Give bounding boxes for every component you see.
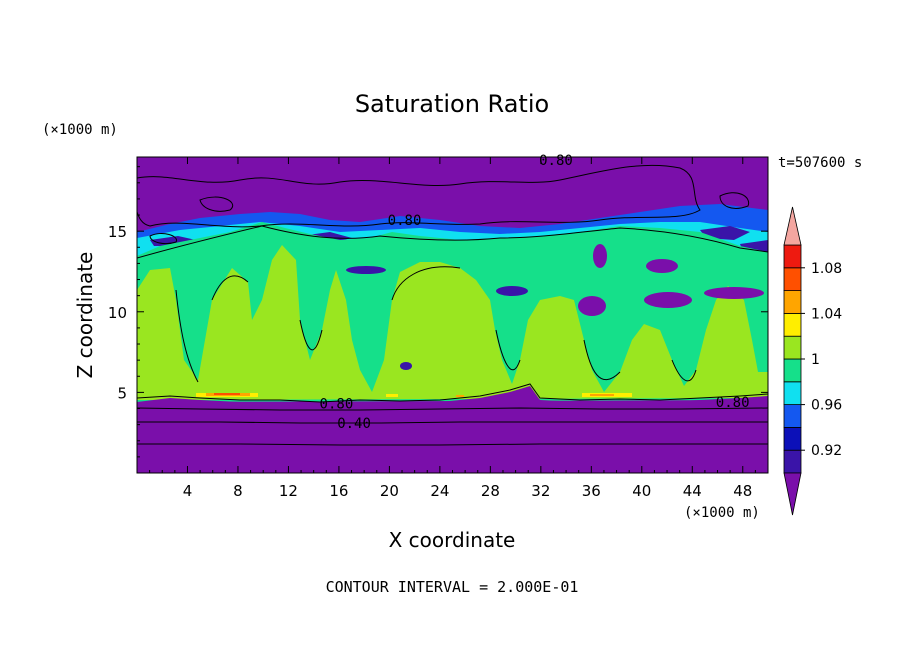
x-tick-label: 44 — [683, 482, 702, 500]
colorbar-bin — [783, 312, 802, 337]
dry-pocket-4 — [578, 296, 606, 316]
colorbar-tick-label: 1 — [811, 352, 820, 368]
x-tick-label: 28 — [481, 482, 500, 500]
x-tick-label: 16 — [329, 482, 348, 500]
colorbar-bin — [783, 449, 802, 474]
dry-pocket-1 — [646, 259, 678, 273]
colorbar-tick-label: 1.08 — [811, 261, 842, 277]
y-tick-label: 10 — [108, 304, 127, 322]
x-tick-label: 36 — [582, 482, 601, 500]
y-tick-label: 5 — [117, 384, 127, 402]
contour-plot-area — [137, 157, 768, 473]
x-tick-label: 12 — [279, 482, 298, 500]
dry-pocket-2 — [644, 292, 692, 308]
colorbar-bin — [783, 244, 802, 269]
y-unit-label: (×1000 m) — [42, 122, 118, 138]
x-unit-label: (×1000 m) — [684, 505, 760, 521]
colorbar-bin — [783, 358, 802, 383]
contour-surface-080 — [137, 383, 768, 403]
y-tick-label: 15 — [108, 223, 127, 241]
dry-pocket-8 — [400, 362, 412, 370]
dry-pocket-3 — [704, 287, 764, 299]
colorbar-bin — [783, 335, 802, 360]
y-axis-ticks: 5 10 15 — [108, 166, 768, 458]
dry-pocket-5 — [496, 286, 528, 296]
lower-dry-region — [137, 386, 768, 473]
x-axis-label: X coordinate — [389, 528, 516, 552]
colorbar-tick-label: 0.96 — [811, 398, 842, 414]
x-tick-label: 48 — [733, 482, 752, 500]
contour-040 — [137, 421, 768, 424]
colorbar-bin — [783, 267, 802, 291]
x-tick-label: 20 — [380, 482, 399, 500]
x-tick-label: 40 — [632, 482, 651, 500]
x-tick-label: 8 — [233, 482, 243, 500]
contour-label: 0.80 — [388, 213, 422, 229]
contour-cloud-interior-1 — [175, 266, 697, 383]
contour-surface-080-b — [137, 407, 768, 411]
surface-orange-strip-3 — [456, 395, 464, 397]
colorbar-tick-label: 1.04 — [811, 306, 842, 322]
contour-label: 0.40 — [337, 416, 371, 432]
dry-pocket-6 — [593, 244, 607, 268]
colorbar-max-extension — [783, 206, 802, 246]
chart-title: Saturation Ratio — [355, 90, 549, 118]
y-axis-label: Z coordinate — [73, 252, 97, 379]
time-label: t=507600 s — [778, 155, 862, 171]
colorbar-bin — [783, 381, 802, 405]
x-axis-ticks: 4 8 12 16 20 24 28 32 36 40 44 48 — [149, 157, 756, 500]
colorbar-bin — [783, 426, 802, 451]
contour-interval-footer: CONTOUR INTERVAL = 2.000E-01 — [326, 578, 579, 596]
x-tick-label: 24 — [430, 482, 449, 500]
colorbar-bin — [783, 404, 802, 428]
contour-lowest — [137, 443, 768, 446]
contour-label: 0.80 — [320, 397, 354, 413]
contour-lines — [137, 164, 768, 446]
surface-yellow-strip-3 — [386, 394, 398, 397]
cloud-yellowgreen-region — [137, 245, 768, 400]
contour-upper-080 — [137, 164, 701, 228]
colorbar-min-extension — [783, 472, 802, 516]
x-tick-label: 32 — [531, 482, 550, 500]
contour-label: 0.80 — [539, 153, 573, 169]
contour-labels: 0.80 0.80 0.80 0.40 0.80 — [320, 153, 750, 432]
dry-pocket-7 — [346, 266, 386, 274]
surface-red-strip-1 — [214, 393, 240, 395]
contour-label: 0.80 — [716, 395, 750, 411]
colorbar-tick-label: 0.92 — [811, 443, 842, 459]
colorbar-bin — [783, 290, 802, 314]
x-tick-label: 4 — [183, 482, 193, 500]
surface-orange-strip-2 — [590, 394, 614, 396]
contour-upper-080-b — [149, 192, 750, 245]
contour-cloud-edge — [137, 225, 768, 259]
colorbar: 0.92 0.96 1 1.04 1.08 — [783, 206, 842, 516]
